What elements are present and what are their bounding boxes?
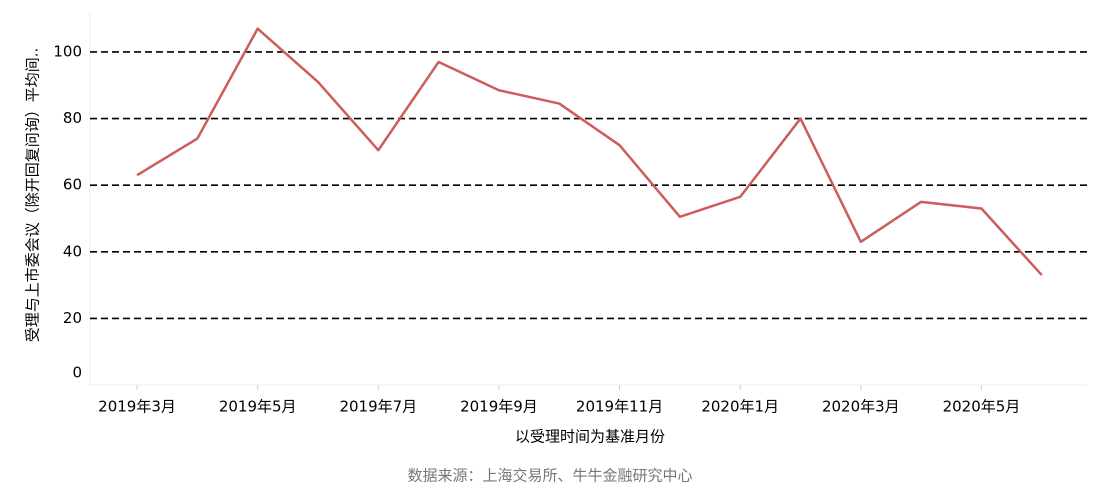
- y-tick-label: 0: [72, 364, 82, 382]
- x-tick-label: 2020年3月: [822, 398, 900, 416]
- x-tick-label: 2020年5月: [943, 398, 1021, 416]
- x-tick-label: 2019年9月: [460, 398, 538, 416]
- x-axis-title: 以受理时间为基准月份: [515, 428, 665, 446]
- y-tick-label: 40: [63, 242, 82, 260]
- x-tick-label: 2019年3月: [98, 398, 176, 416]
- y-axis-title: 受理与上市委会议（除开回复问询）平均间..: [24, 48, 42, 343]
- x-tick-label: 2019年7月: [339, 398, 417, 416]
- y-tick-label: 20: [63, 309, 82, 327]
- source-note: 数据来源：上海交易所、牛牛金融研究中心: [407, 467, 692, 485]
- y-tick-label: 60: [63, 176, 82, 194]
- y-tick-label: 100: [53, 42, 82, 60]
- y-tick-label: 80: [63, 109, 82, 127]
- data-line: [136, 27, 1043, 276]
- x-tick-label: 2019年11月: [576, 398, 663, 416]
- x-tick-label: 2019年5月: [219, 398, 297, 416]
- x-tick-label: 2020年1月: [701, 398, 779, 416]
